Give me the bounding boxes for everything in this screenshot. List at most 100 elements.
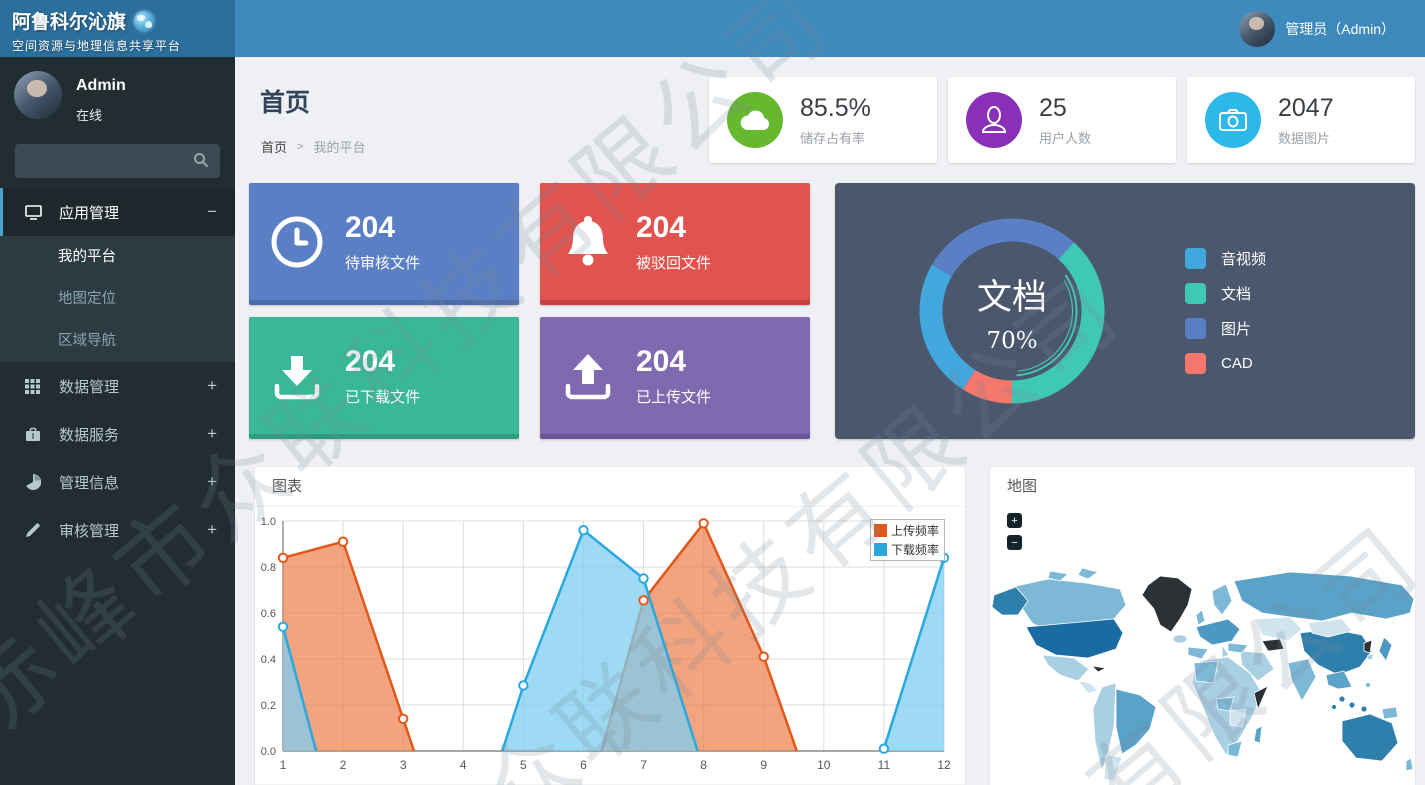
user-menu-label: 管理员（Admin） [1285,20,1395,37]
legend-label: 图片 [1221,321,1252,338]
stat-cards: 85.5% 储存占有率 25 用户人数 2047 数据图 [709,77,1415,163]
expand-icon[interactable]: + [207,520,217,539]
tile-rejected-files[interactable]: 204 被驳回文件 [540,183,810,305]
legend-item-download[interactable]: 下载频率 [873,541,939,558]
legend-item-image[interactable]: 图片 [1185,318,1266,339]
world-map[interactable] [990,559,1415,785]
svg-text:3: 3 [400,758,407,772]
tile-value: 204 [636,344,687,378]
legend-label: 文档 [1221,286,1252,303]
tile-label: 已下载文件 [345,388,421,406]
tile-uploaded-files[interactable]: 204 已上传文件 [540,317,810,439]
breadcrumb-home[interactable]: 首页 [261,140,288,155]
clock-icon [249,214,345,270]
legend-item-audio-video[interactable]: 音视频 [1185,248,1266,269]
tile-downloaded-files[interactable]: 204 已下载文件 [249,317,519,439]
tile-pending-files[interactable]: 204 待审核文件 [249,183,519,305]
file-type-donut-panel: 文档 70% 音视频 文档 图片 CAD [835,183,1415,439]
user-menu[interactable]: 管理员（Admin） [1239,10,1395,47]
svg-text:1: 1 [280,758,287,772]
sidebar-avatar [14,71,62,119]
legend-swatch [1185,283,1206,304]
sidebar-item-label: 应用管理 [59,204,120,222]
tile-value: 204 [345,210,396,244]
breadcrumb-current: 我的平台 [313,140,366,155]
legend-label: 上传频率 [890,524,939,538]
legend-item-cad[interactable]: CAD [1185,353,1266,374]
pencil-icon [25,522,45,538]
bell-icon [540,214,636,270]
tile-value: 204 [345,344,396,378]
frequency-chart-panel: 图表 0.0 0.2 0.4 0.6 0.8 1.0 1 2 3 4 5 6 7 8 9 10 11 12 上传频… [255,467,965,785]
svg-text:9: 9 [760,758,767,772]
svg-text:0.0: 0.0 [261,746,276,758]
user-avatar[interactable] [1239,10,1276,47]
svg-text:0.6: 0.6 [261,608,276,620]
legend-label: 音视频 [1221,251,1267,268]
zoom-out-button[interactable]: − [1007,535,1022,550]
stat-value: 2047 [1278,93,1334,122]
map-panel: 地图 + − [990,467,1415,785]
top-header: 阿鲁科尔沁旗 空间资源与地理信息共享平台 管理员（Admin） [0,0,1425,57]
svg-text:0.8: 0.8 [261,562,276,574]
map-panel-title: 地图 [1007,478,1038,495]
sidebar-item-my-platform[interactable]: 我的平台 [58,249,116,265]
sidebar-user-status: 在线 [76,108,103,123]
sidebar-item-map-locate[interactable]: 地图定位 [58,291,116,307]
legend-item-upload[interactable]: 上传频率 [873,522,939,539]
collapse-icon[interactable]: − [207,202,217,221]
sidebar-item-management-info[interactable]: 管理信息 + [0,458,235,506]
sidebar-user-panel: Admin 在线 [0,57,235,134]
svg-text:0.2: 0.2 [261,700,276,712]
svg-text:4: 4 [460,758,467,772]
donut-chart-svg [919,218,1105,404]
map-zoom-controls: + − [1007,513,1022,550]
breadcrumb-separator: > [297,140,304,153]
sidebar-item-label: 数据管理 [59,378,120,396]
line-chart-svg[interactable]: 0.00.20.40.60.81.01 2 3 4 5 6 7 8 9 10 11 12 [255,507,965,785]
page-title: 首页 [260,89,311,117]
line-chart-legend: 上传频率 下载频率 [869,519,945,561]
svg-text:2: 2 [340,758,347,772]
expand-icon[interactable]: + [207,376,217,395]
expand-icon[interactable]: + [207,472,217,491]
svg-text:10: 10 [817,758,831,772]
sidebar-item-audit-management[interactable]: 审核管理 + [0,506,235,554]
svg-text:5: 5 [520,758,527,772]
search-button[interactable] [188,149,214,173]
camera-icon [1205,92,1261,148]
legend-item-document[interactable]: 文档 [1185,283,1266,304]
donut-chart[interactable]: 文档 70% [897,196,1127,426]
expand-icon[interactable]: + [207,424,217,443]
stat-label: 储存占有率 [800,130,866,146]
sidebar-item-app-management[interactable]: 应用管理 − [0,188,235,236]
sidebar: Admin 在线 应用管理 − 我的平台 地图定位 区域导航 [0,57,235,785]
globe-icon [134,10,155,31]
pie-icon [25,474,45,490]
sidebar-item-label: 数据服务 [59,426,120,444]
navbar: 管理员（Admin） [235,0,1425,57]
sidebar-item-region-nav[interactable]: 区域导航 [58,333,116,349]
stat-card-images: 2047 数据图片 [1187,77,1415,163]
sidebar-submenu: 我的平台 地图定位 区域导航 [0,236,235,362]
svg-text:0.4: 0.4 [261,654,276,666]
cloud-icon [727,92,783,148]
map-region[interactable] [991,567,1415,782]
summary-tiles: 204 待审核文件 204 被驳回文件 204 已下载文 [249,183,810,439]
sidebar-search [15,144,220,178]
zoom-in-button[interactable]: + [1007,513,1022,528]
sidebar-item-data-management[interactable]: 数据管理 + [0,362,235,410]
legend-swatch [1185,353,1206,374]
legend-swatch [873,543,887,556]
sidebar-item-data-service[interactable]: 数据服务 + [0,410,235,458]
stat-card-users: 25 用户人数 [948,77,1176,163]
sidebar-user-name: Admin [76,77,126,94]
svg-text:7: 7 [640,758,647,772]
legend-swatch [873,524,887,537]
breadcrumb: 首页 > 我的平台 [261,137,365,156]
brand-title-text: 阿鲁科尔沁旗 [12,12,127,33]
stat-card-storage: 85.5% 储存占有率 [709,77,937,163]
search-input[interactable] [15,144,220,178]
chart-panel-title: 图表 [255,467,965,507]
